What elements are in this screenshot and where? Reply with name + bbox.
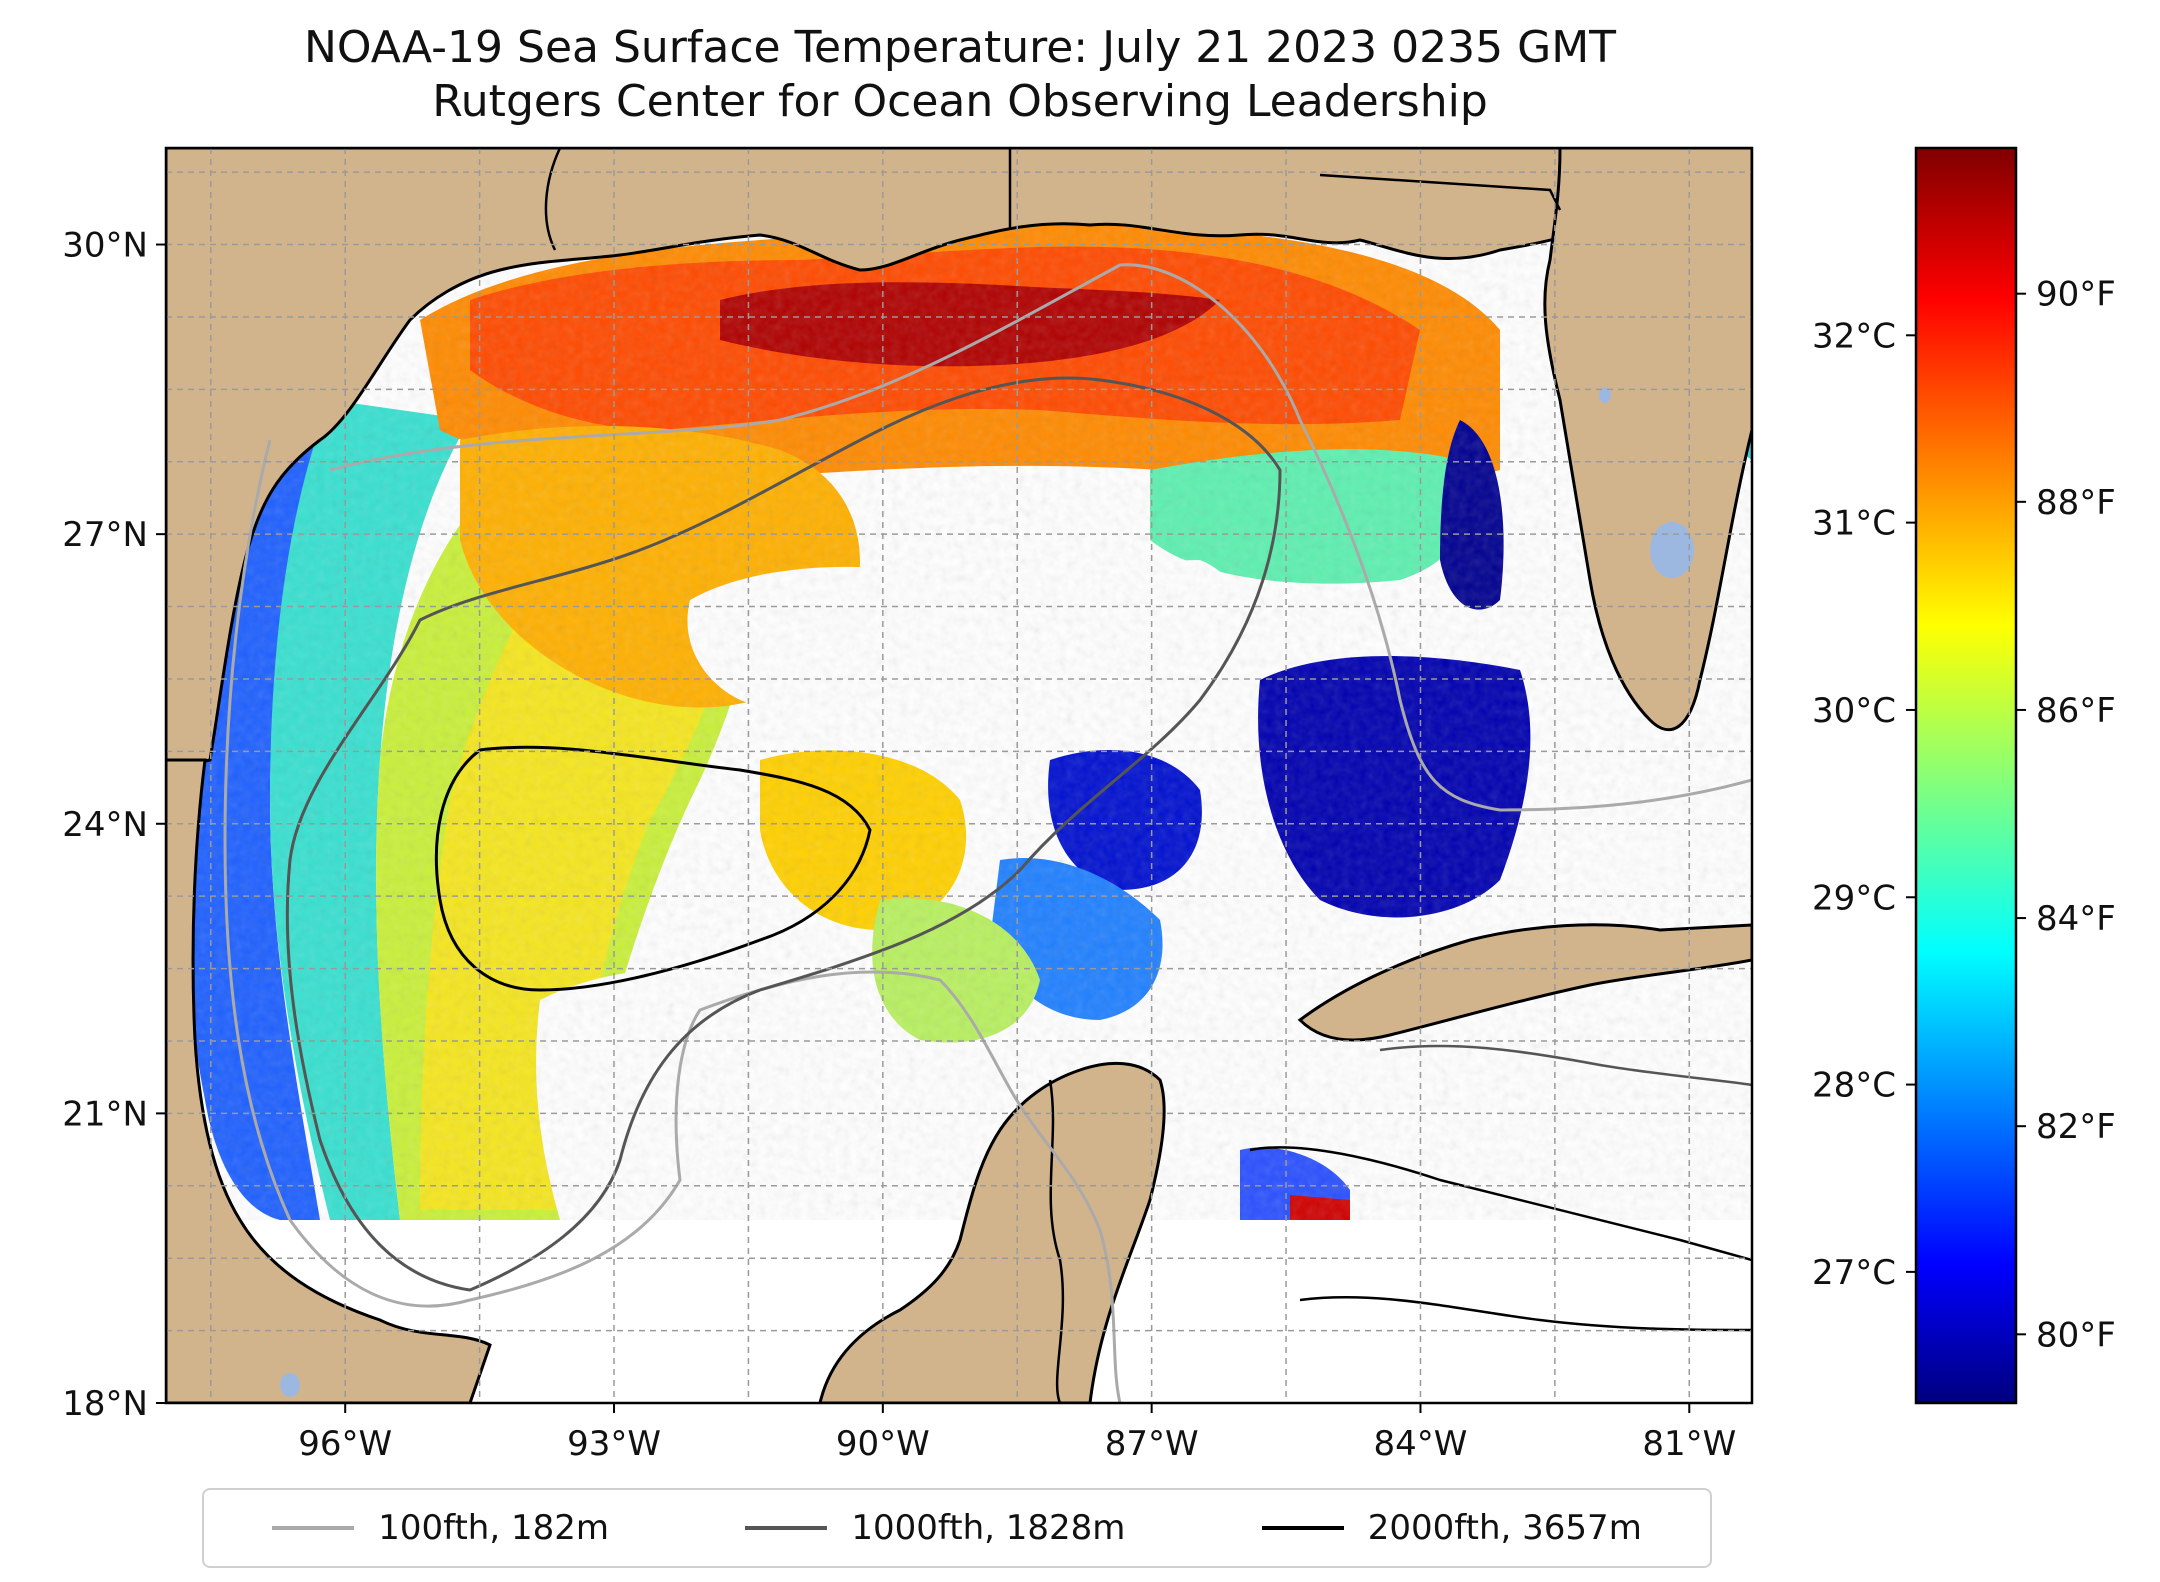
contour-100fth-north bbox=[329, 263, 1752, 812]
mexico-west-land bbox=[166, 758, 492, 1403]
cuba-land bbox=[1297, 923, 1752, 1042]
map-title: NOAA-19 Sea Surface Temperature: July 21… bbox=[303, 22, 1617, 73]
legend-line-100fth bbox=[272, 1526, 355, 1530]
colorbar-ticks: 27°C 28°C 29°C 30°C 31°C 32°C 80°F 82°F 84°F 86°F… bbox=[1812, 275, 2116, 1356]
fahrenheit-tick-label: 90°F bbox=[2036, 275, 2116, 315]
celsius-tick-label: 32°C bbox=[1812, 316, 1896, 356]
celsius-tick-label: 30°C bbox=[1812, 691, 1896, 731]
contour-legend: 100fth, 182m 1000fth, 1828m 2000fth, 365… bbox=[202, 1488, 1712, 1568]
celsius-tick-label: 29°C bbox=[1812, 878, 1896, 918]
legend-label-100fth: 100fth, 182m bbox=[378, 1508, 609, 1548]
lake-small-mexico bbox=[280, 1373, 300, 1397]
lon-tick-label: 81°W bbox=[1642, 1424, 1736, 1464]
lat-tick-label: 18°N bbox=[62, 1384, 148, 1424]
bathymetry-contours bbox=[223, 263, 1752, 1403]
legend-item-2000fth: 2000fth, 3657m bbox=[1261, 1508, 1642, 1548]
legend-line-2000fth bbox=[1261, 1526, 1344, 1530]
land-layer bbox=[166, 148, 1752, 1403]
legend-line-1000fth bbox=[745, 1526, 828, 1530]
border-yucatan-states bbox=[1048, 1079, 1065, 1403]
state-borders bbox=[544, 148, 1562, 1403]
lat-tick-label: 21°N bbox=[62, 1094, 148, 1134]
legend-label-2000fth: 2000fth, 3657m bbox=[1367, 1508, 1642, 1548]
fahrenheit-tick-label: 88°F bbox=[2036, 483, 2116, 523]
lon-tick-label: 96°W bbox=[298, 1424, 392, 1464]
lon-tick-label: 84°W bbox=[1374, 1424, 1468, 1464]
celsius-tick-label: 27°C bbox=[1812, 1253, 1896, 1293]
border-florida-georgia bbox=[1319, 173, 1562, 211]
map-frame bbox=[164, 146, 1754, 1405]
us-gulf-coast-land bbox=[166, 148, 1642, 772]
florida-peninsula-land bbox=[1543, 148, 1752, 731]
legend-item-1000fth: 1000fth, 1828m bbox=[745, 1508, 1125, 1548]
border-texas-louisiana bbox=[544, 148, 562, 251]
lat-tick-label: 30°N bbox=[62, 226, 148, 266]
axis-ticks: 96°W 93°W 90°W 87°W 84°W 81°W 18°N 21°N 24°N 27°N… bbox=[62, 226, 1736, 1464]
contour-2000fth-cayman bbox=[1249, 1146, 1752, 1262]
lake-okeechobee bbox=[1650, 522, 1694, 578]
colorbar-gradient bbox=[1914, 146, 2018, 1405]
legend-item-100fth: 100fth, 182m bbox=[272, 1508, 609, 1548]
lon-tick-label: 93°W bbox=[567, 1424, 661, 1464]
contour-1000fth-cuba bbox=[1379, 1044, 1752, 1087]
colorbar: 27°C 28°C 29°C 30°C 31°C 32°C 80°F 82°F 84°F 86°F… bbox=[1812, 146, 2116, 1405]
map-panel bbox=[164, 146, 1754, 1405]
celsius-tick-label: 31°C bbox=[1812, 504, 1896, 544]
celsius-tick-label: 28°C bbox=[1812, 1066, 1896, 1106]
lat-tick-label: 27°N bbox=[62, 515, 148, 555]
fahrenheit-tick-label: 80°F bbox=[2036, 1315, 2116, 1355]
yucatan-peninsula-land bbox=[818, 1061, 1166, 1403]
fahrenheit-tick-label: 82°F bbox=[2036, 1107, 2116, 1147]
lake-small-florida bbox=[1599, 387, 1611, 403]
sst-data-layer bbox=[166, 148, 1752, 1403]
map-subtitle: Rutgers Center for Ocean Observing Leade… bbox=[432, 76, 1488, 127]
contour-2000fth-south bbox=[1299, 1296, 1752, 1332]
fahrenheit-tick-label: 84°F bbox=[2036, 899, 2116, 939]
lat-tick-label: 24°N bbox=[62, 805, 148, 845]
contour-1000fth bbox=[285, 376, 1282, 1292]
fahrenheit-tick-label: 86°F bbox=[2036, 691, 2116, 731]
contour-2000fth-sigsbee bbox=[434, 745, 872, 992]
legend-label-1000fth: 1000fth, 1828m bbox=[851, 1508, 1126, 1548]
lon-tick-label: 87°W bbox=[1105, 1424, 1199, 1464]
gridlines bbox=[166, 148, 1752, 1403]
contour-100fth bbox=[223, 439, 1122, 1403]
lon-tick-label: 90°W bbox=[836, 1424, 930, 1464]
lakes-layer bbox=[280, 387, 1694, 1397]
